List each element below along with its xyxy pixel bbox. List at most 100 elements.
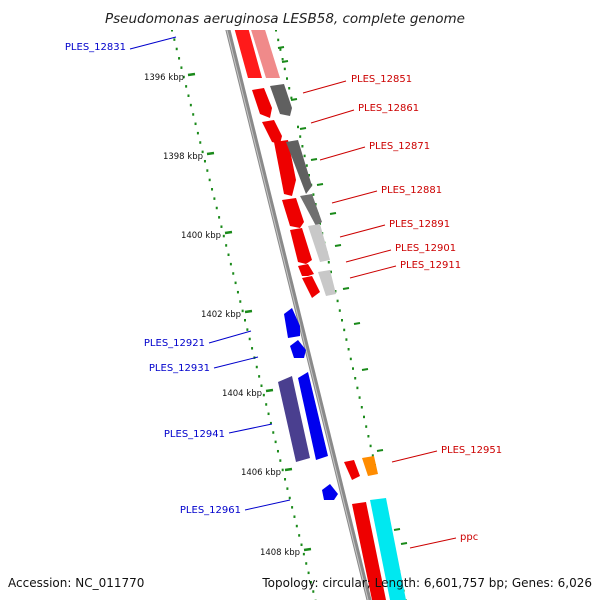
ring-dot-outer [347,348,350,351]
gene-arrow-ples-12901 [298,264,314,276]
ring-dot-outer [301,145,304,148]
gene-label-leader [391,450,438,463]
gene-label-leader [208,330,252,344]
outer-tick-dash [400,542,408,545]
ring-dot [298,534,301,537]
outer-tick-dash [299,127,307,130]
ring-dot [258,375,261,378]
ring-dot-outer [283,67,286,71]
ring-dot [284,478,287,481]
ring-dot-outer [275,30,277,32]
ring-dot [281,468,284,472]
ring-dot [276,449,279,453]
ring-dot-outer [358,396,361,399]
gene-label-leader [129,36,177,50]
ring-dot-outer [319,222,321,225]
ring-dot-outer [297,125,299,129]
gene-arrow-ples-12851-b [270,84,292,116]
gene-label[interactable]: ppc [460,532,478,543]
ring-dot [229,262,232,266]
outer-tick-dash [316,183,324,186]
ring-dot [295,524,298,528]
ring-dot [312,590,315,593]
ring-dot [211,188,214,191]
gene-arrow-ples-12931 [290,340,306,358]
ring-dot [232,272,235,275]
gene-label-leader [244,499,291,511]
gene-arrow-red-3 [290,228,312,264]
ring-dot-outer [360,406,363,409]
ring-dot-outer [279,48,282,51]
gene-label[interactable]: PLES_12881 [381,185,442,196]
gene-label[interactable]: PLES_12951 [441,445,502,456]
ring-dot [291,506,294,509]
gene-label[interactable]: PLES_12961 [180,505,241,516]
tick-label: 1408 kbp [260,548,300,558]
ring-dot-outer [312,193,315,196]
ring-dot-outer [330,270,332,274]
gene-label[interactable]: PLES_12931 [149,363,210,374]
genome-summary-text: Topology: circular; Length: 6,601,757 bp… [261,576,592,590]
ring-dot-outer [338,309,341,312]
tick-ring-dots [171,30,317,600]
major-tick [244,309,253,314]
tick-marks: 1396 kbp 1398 kbp 1400 kbp 1402 kbp 1404 kbp… [144,72,312,558]
ring-dot [309,580,312,584]
gene-arrow-red-2 [282,198,304,228]
genome-backbone [225,30,372,600]
gene-label-leader [339,224,386,238]
gene-label[interactable]: PLES_12911 [400,260,461,271]
gene-label[interactable]: PLES_12891 [389,219,450,230]
gene-arrow-ples-12871 [286,140,312,194]
gene-arrow-ples-12961 [322,484,338,500]
ring-dot [246,328,249,331]
gene-arrow-ples-12881 [300,194,322,226]
ring-dot [182,75,185,79]
ring-dot [194,122,197,126]
gene-label-leader [345,249,392,263]
major-tick [187,72,196,77]
ring-dot-outer [286,77,288,80]
tick-label: 1396 kbp [144,73,184,83]
ring-dot-outer [354,377,357,380]
ring-dot [307,571,310,575]
gene-label[interactable]: PLES_12861 [358,103,419,114]
gene-label[interactable]: PLES_12921 [144,338,205,349]
ring-dot [173,38,176,41]
gene-arrow-ples-12921 [284,308,300,338]
gene-label-leader [213,356,259,369]
gene-label[interactable]: PLES_12901 [395,243,456,254]
outer-tick-dash [376,449,384,452]
gene-arrow-ples-12911-a [302,276,320,298]
gene-label[interactable]: PLES_12941 [164,429,225,440]
ring-dot [251,347,254,350]
ring-dot [239,300,242,303]
ring-dot [234,281,237,285]
ring-dot [255,365,258,369]
ring-dot-outer [363,415,365,419]
gene-arrow-ples-12861 [262,120,282,144]
ring-dot [192,113,195,116]
gene-arrow-red-1 [274,140,296,196]
ring-dot [262,393,265,397]
ring-dot [269,421,272,425]
major-tick [303,547,312,552]
ring-dot-outer [352,367,354,370]
gene-label[interactable]: PLES_12871 [369,141,430,152]
gene-label[interactable]: PLES_12851 [351,74,412,85]
gene-label-leader [228,423,273,434]
outer-tick-dash [329,212,337,215]
ring-dot [185,85,188,88]
major-tick [284,467,293,472]
gene-arrow-ppc-cyan [370,498,406,600]
gene-arrow-ples-12941-a [278,376,310,462]
ring-dot [178,57,181,60]
ring-dot [203,159,206,163]
accession-text: Accession: NC_011770 [8,576,144,590]
ring-dot [300,543,303,547]
major-tick [265,388,274,393]
ring-dot [206,169,209,172]
gene-label-leader [349,265,397,279]
ring-dot [286,487,289,490]
gene-label[interactable]: PLES_12831 [65,42,126,53]
